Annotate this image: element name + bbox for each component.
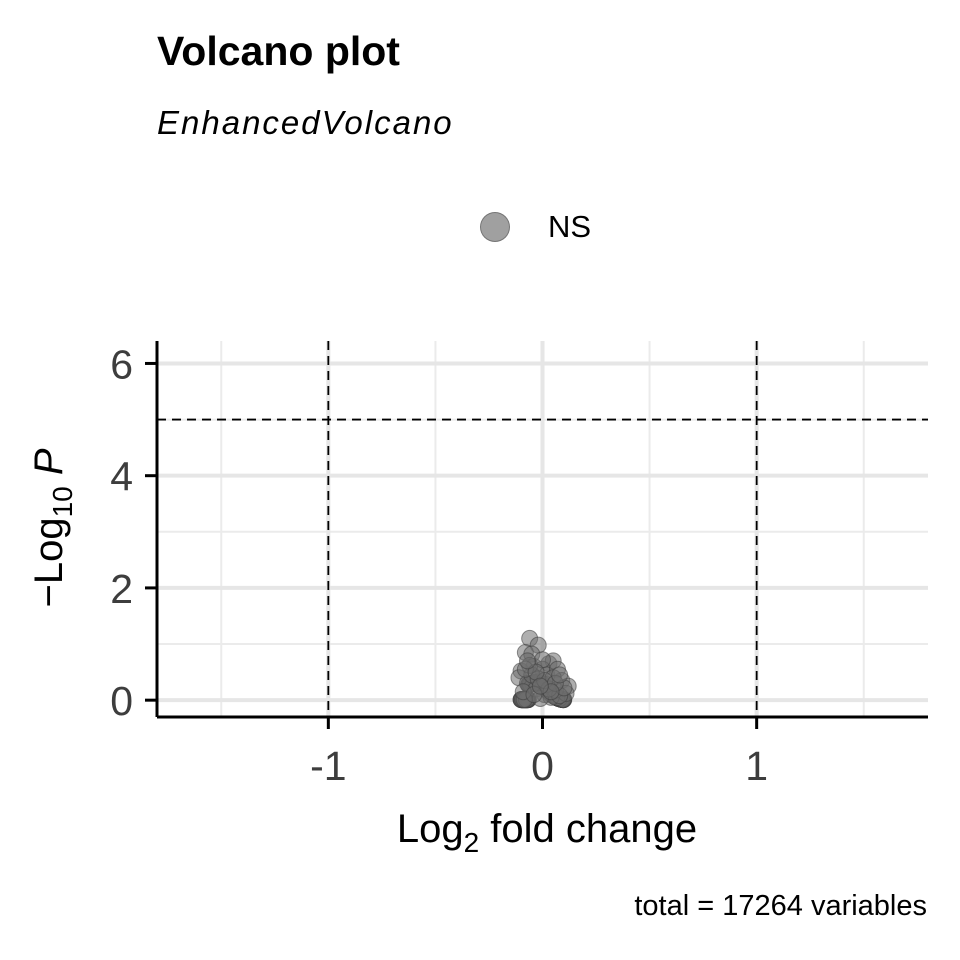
axis-ticks: -1 0 1 0 2 4 6 [110,341,768,789]
x-tick-label: 1 [745,743,768,789]
legend: NS [480,205,591,249]
x-tick-label: -1 [310,743,346,789]
legend-label-ns: NS [548,209,592,244]
y-tick-label: 0 [110,678,133,724]
y-tick-label: 4 [110,454,133,500]
chart-caption: total = 17264 variables [634,890,927,922]
chart-subtitle: EnhancedVolcano [157,104,454,141]
y-tick-label: 2 [110,566,133,612]
x-tick-label: 0 [531,743,554,789]
x-axis-label: Log2 fold change [397,807,697,858]
data-point [531,677,549,695]
y-axis-label: −Log10 P [27,448,78,607]
chart-title: Volcano plot [157,28,400,74]
data-point [551,666,569,684]
legend-key-ns [480,212,510,242]
threshold-lines [157,341,928,717]
y-tick-label: 6 [110,341,133,387]
data-points [510,629,577,709]
data-point [519,652,537,670]
